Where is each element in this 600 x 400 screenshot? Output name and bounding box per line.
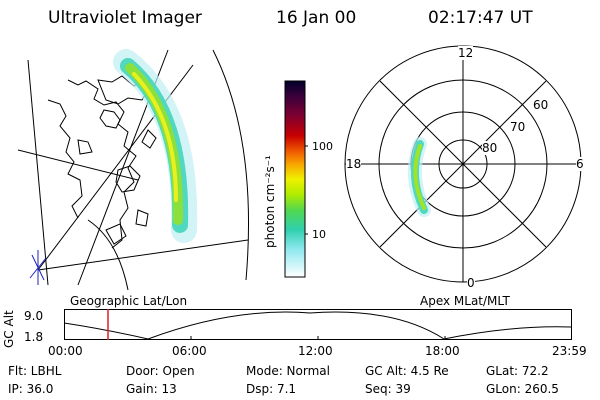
mlt-label-0: 0 xyxy=(467,276,475,290)
status-dsp: Dsp: 7.1 xyxy=(246,382,297,396)
colorbar-tick-10: 10 xyxy=(312,228,326,241)
mlat-label-60: 60 xyxy=(533,98,549,112)
status-gc-alt: GC Alt: 4.5 Re xyxy=(365,364,449,378)
date-label: 16 Jan 00 xyxy=(276,8,357,28)
status-seq: Seq: 39 xyxy=(365,382,411,396)
coastline-west xyxy=(47,99,83,219)
altitude-ymin: 1.8 xyxy=(24,330,44,344)
mlt-label-6: 6 xyxy=(576,157,584,171)
coastline-east xyxy=(67,79,137,249)
altitude-ylabel: GC Alt xyxy=(2,310,16,348)
time-tick-1200: 12:00 xyxy=(298,344,333,358)
colorbar-unit-label: photon cm⁻²s⁻¹ xyxy=(263,155,277,248)
status-mode: Mode: Normal xyxy=(246,364,330,378)
time-tick-1800: 18:00 xyxy=(425,344,460,358)
status-filter: Flt: LBHL xyxy=(8,364,62,378)
status-door: Door: Open xyxy=(126,364,195,378)
mlt-label-12: 12 xyxy=(458,46,474,60)
north-arrow-icon xyxy=(29,250,47,285)
time-tick-0600: 06:00 xyxy=(172,344,207,358)
colorbar-tick-100: 100 xyxy=(312,140,333,153)
mlt-label-18: 18 xyxy=(346,157,362,171)
status-gain: Gain: 13 xyxy=(126,382,177,396)
mlat-label-70: 70 xyxy=(510,120,526,134)
time-label: 02:17:47 UT xyxy=(428,8,533,28)
altitude-timeline xyxy=(64,309,572,340)
altitude-ymax: 9.0 xyxy=(24,309,44,323)
left-panel-label: Geographic Lat/Lon xyxy=(70,294,188,308)
auroral-oval-mag xyxy=(407,137,431,217)
auroral-oval-geo xyxy=(113,49,198,243)
time-tick-2359: 23:59 xyxy=(552,344,587,358)
time-tick-0000: 00:00 xyxy=(48,344,83,358)
colorbar xyxy=(284,80,308,278)
mlat-label-80: 80 xyxy=(482,141,498,155)
polar-mlat-mlt-plot xyxy=(344,45,582,283)
geographic-map xyxy=(18,49,249,290)
right-panel-label: Apex MLat/MLT xyxy=(420,294,510,308)
instrument-title: Ultraviolet Imager xyxy=(48,8,202,28)
status-glon: GLon: 260.5 xyxy=(486,382,559,396)
status-glat: GLat: 72.2 xyxy=(486,364,549,378)
status-ip: IP: 36.0 xyxy=(8,382,54,396)
